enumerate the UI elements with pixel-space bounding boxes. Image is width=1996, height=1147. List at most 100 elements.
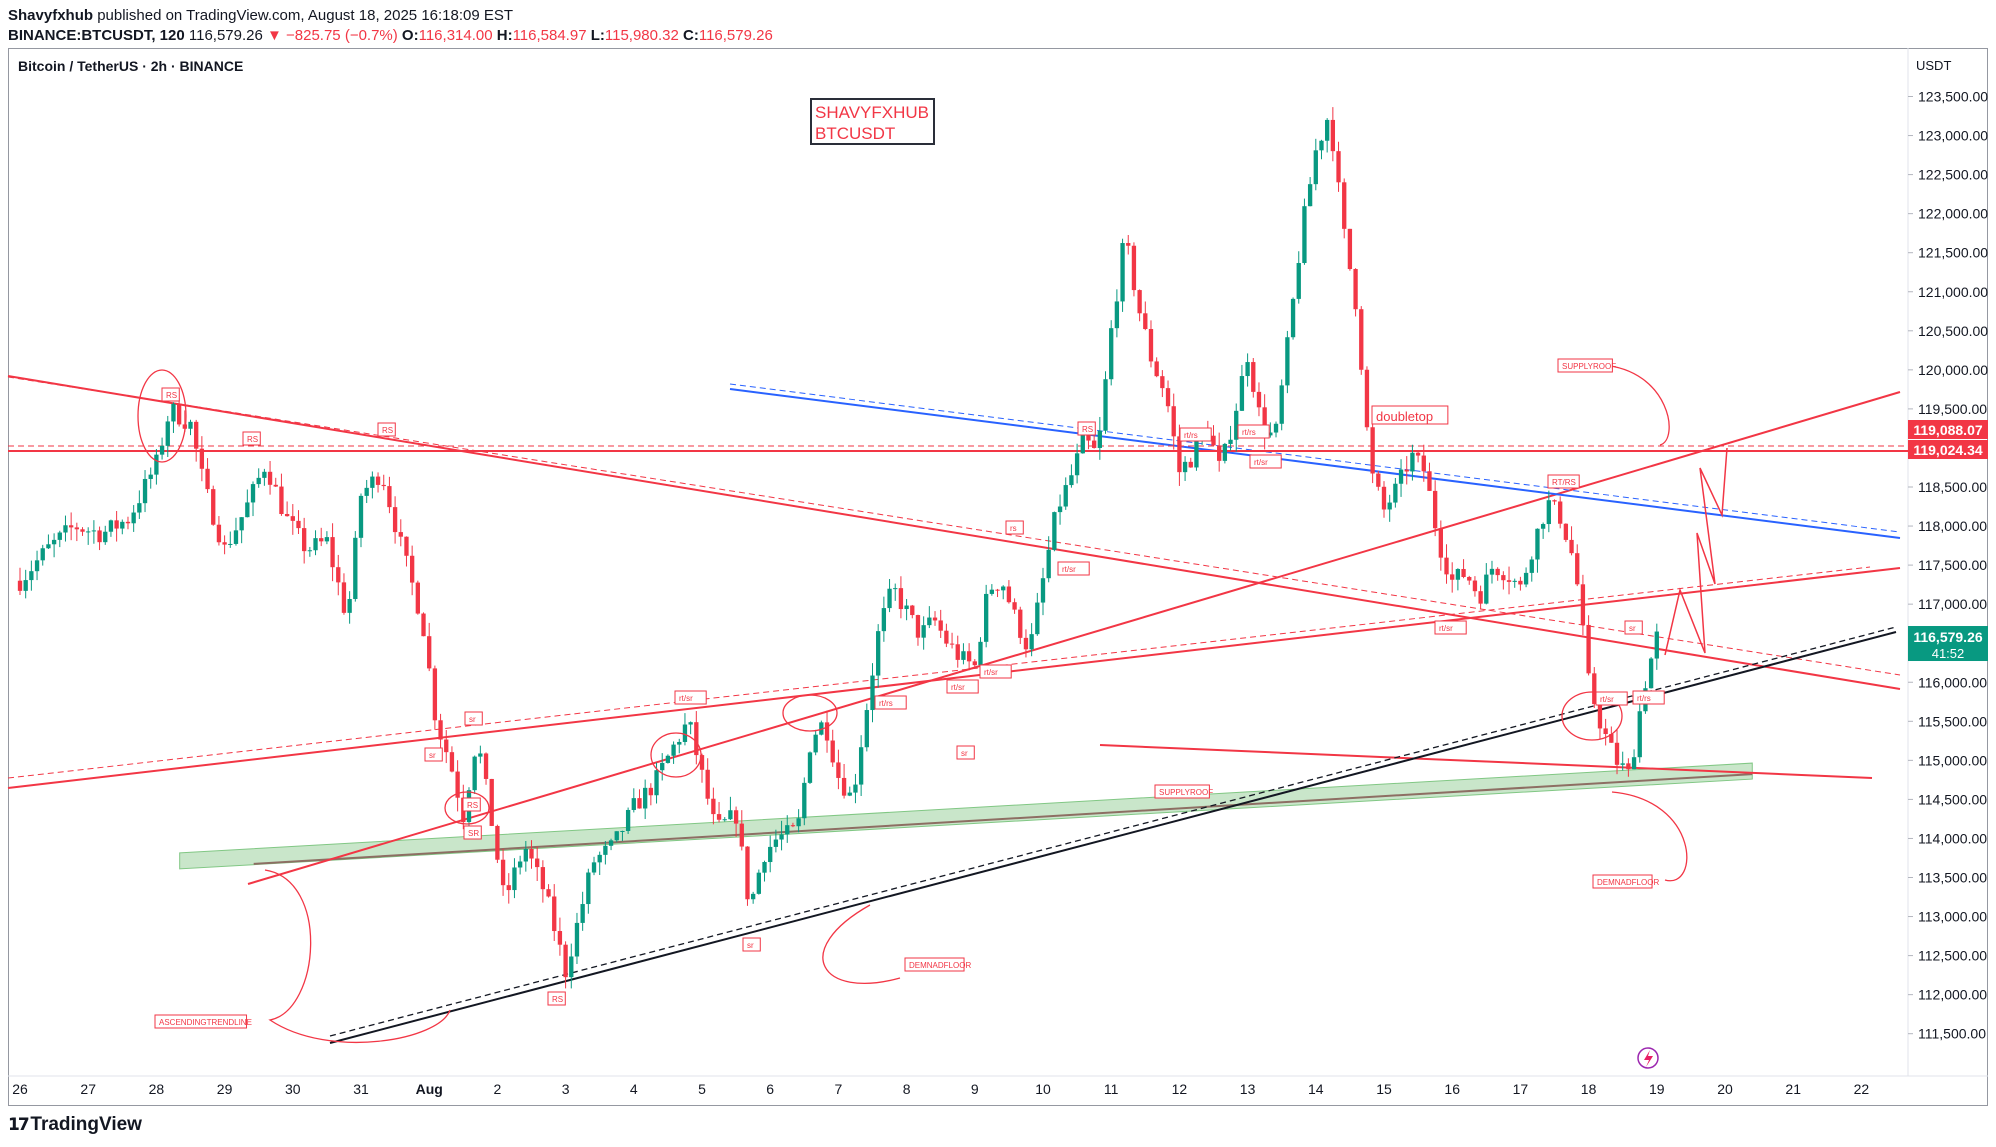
candle-body (279, 486, 284, 515)
annotation-label: sr (1629, 624, 1636, 633)
candle-body (1620, 763, 1625, 765)
candle-body (1512, 580, 1517, 582)
annotation-box (904, 957, 965, 972)
candle-body (779, 834, 784, 840)
candle-body (535, 858, 540, 868)
candle-body (1478, 591, 1483, 604)
annotation-box (161, 387, 180, 402)
candle-body (1018, 609, 1023, 638)
watermark-box: SHAVYFXHUB BTCUSDT (810, 98, 935, 145)
candle-body (239, 517, 244, 531)
candle-body (1285, 337, 1290, 386)
candle-body (1234, 410, 1239, 440)
time-tick-label: 26 (12, 1081, 28, 1097)
annotation-label: rt/sr (1254, 458, 1268, 467)
annotation-box (1547, 474, 1580, 489)
time-tick-label: 14 (1308, 1081, 1324, 1097)
candle-body (1381, 486, 1387, 510)
candle-body (392, 507, 398, 533)
annotation-box (1624, 620, 1643, 635)
candle-body (483, 753, 489, 779)
annotation-box (424, 747, 443, 762)
candle-body (159, 445, 165, 455)
candle-body (1415, 452, 1421, 456)
candle-body (57, 532, 62, 540)
candle-body (1580, 584, 1586, 625)
candle-body (1546, 500, 1551, 525)
annotation-label: DEMNADFLOOR (909, 961, 971, 970)
candle-body (1217, 445, 1222, 461)
candle-body (375, 476, 381, 485)
price-tick-label: 114,000.00 (1918, 830, 1987, 846)
price-unit-label[interactable]: USDT (1916, 58, 1952, 73)
candle-body (853, 784, 858, 793)
candle-body (1648, 658, 1654, 689)
candle-body (222, 542, 227, 545)
trend-line (1099, 744, 1873, 779)
candle-body (1444, 557, 1449, 575)
candle-body (881, 608, 887, 632)
candle-body (546, 889, 551, 897)
author-name[interactable]: Shavyfxhub (8, 7, 94, 24)
candle-body (290, 516, 295, 521)
annotation-box (1005, 520, 1024, 535)
candle-body (728, 810, 733, 820)
price-tick-label: 119,500.00 (1918, 401, 1987, 417)
candle-body (1239, 376, 1245, 411)
header-line-1: Shavyfxhub published on TradingView.com,… (8, 6, 773, 26)
annotation-box (674, 690, 707, 705)
candle-body (1631, 757, 1637, 770)
trend-line (7, 376, 1901, 676)
candle-body (938, 620, 943, 631)
candle-body (1404, 469, 1409, 472)
time-tick-label: 3 (562, 1081, 570, 1097)
candle-body (68, 525, 74, 528)
candle-body (1558, 501, 1563, 524)
change-text: ▼ −825.75 (−0.7%) (267, 27, 398, 44)
candle-body (563, 944, 568, 978)
candle-body (608, 840, 614, 846)
tradingview-logo[interactable]: 𝟭𝟳 TradingView (8, 1114, 142, 1136)
candle-body (1126, 243, 1131, 246)
time-tick-label: 19 (1649, 1081, 1665, 1097)
annotation-label: rt/sr (679, 694, 693, 703)
candle-body (1035, 602, 1040, 635)
candle-body (643, 787, 648, 809)
candle-body (256, 477, 261, 485)
candle-body (847, 792, 852, 796)
candle-body (745, 846, 750, 900)
level-price-tag (1908, 440, 1988, 459)
annotation-box (1154, 784, 1210, 799)
candle-body (1120, 243, 1125, 302)
candle-body (921, 625, 926, 638)
candle-body (699, 755, 705, 770)
candle-body (915, 615, 921, 638)
candle-body (552, 896, 557, 932)
candle-body (444, 739, 449, 753)
candle-body (415, 582, 420, 614)
candle-body (813, 734, 818, 753)
annotation-label: SUPPLYROOF (1562, 362, 1616, 371)
candle-body (1518, 580, 1523, 585)
candle-body (51, 539, 57, 545)
candle-body (830, 740, 835, 763)
candle-body (1325, 119, 1330, 141)
time-tick-label: 12 (1172, 1081, 1188, 1097)
annotation-label: rt/rs (1184, 431, 1198, 440)
candle-body (688, 722, 693, 725)
time-tick-label: 10 (1035, 1081, 1051, 1097)
candles-group (17, 107, 1659, 989)
level-price-text: 119,024.34 (1913, 442, 1983, 458)
price-tick-label: 113,000.00 (1918, 909, 1987, 925)
candle-body (1001, 586, 1006, 591)
annotation-label: rt/rs (1242, 428, 1256, 437)
candle-body (904, 605, 909, 610)
chart-frame[interactable] (8, 48, 1988, 1106)
candle-body (1597, 704, 1603, 729)
candle-body (506, 885, 511, 891)
high-label: H: (492, 27, 513, 44)
candle-body (660, 762, 665, 771)
candle-body (1410, 452, 1415, 472)
candle-body (1052, 512, 1057, 550)
